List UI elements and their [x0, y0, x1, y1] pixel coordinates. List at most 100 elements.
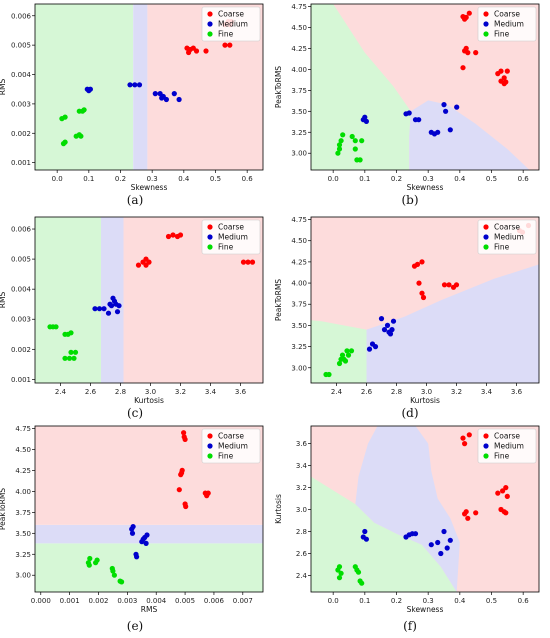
point-coarse	[466, 10, 472, 16]
legend-marker-coarse	[207, 224, 213, 230]
legend-label-medium: Medium	[494, 20, 524, 29]
decision-regions	[35, 4, 263, 170]
point-medium	[438, 550, 444, 557]
point-fine	[62, 355, 68, 361]
point-medium	[362, 528, 368, 535]
x-tick-label: 0.4	[178, 175, 190, 183]
point-medium	[87, 86, 93, 92]
legend-marker-medium	[207, 234, 213, 240]
region-fine	[35, 217, 101, 383]
point-coarse	[504, 493, 510, 499]
axes-frame	[310, 3, 540, 171]
x-tick-label: 0.0	[328, 175, 339, 183]
point-coarse	[501, 75, 507, 81]
point-medium	[129, 530, 136, 536]
legend-label-coarse: Coarse	[494, 10, 520, 19]
x-tick-label: 0.5	[210, 175, 221, 183]
point-medium	[101, 306, 107, 312]
y-tick-label: 0.004	[11, 71, 32, 79]
scatter-points	[85, 430, 211, 585]
x-tick-label: 2.8	[391, 388, 402, 396]
point-coarse	[193, 48, 200, 54]
x-axis-label: Kurtosis	[410, 396, 440, 405]
point-medium	[163, 96, 169, 103]
x-tick-label: 0.4	[454, 175, 466, 183]
point-medium	[92, 306, 98, 312]
point-coarse	[165, 233, 172, 240]
y-tick-label: 4.00	[15, 488, 31, 496]
point-fine	[339, 352, 346, 358]
point-medium	[447, 537, 453, 543]
point-fine	[335, 150, 341, 156]
point-medium	[412, 531, 419, 537]
point-fine	[62, 114, 68, 120]
point-coarse	[203, 48, 209, 54]
point-medium	[114, 309, 121, 315]
axes-frame	[310, 425, 540, 593]
y-tick-label: 0.006	[11, 12, 32, 20]
x-tick-label: 3.6	[511, 388, 523, 396]
point-fine	[68, 349, 74, 355]
scatter-points	[335, 10, 510, 163]
point-fine	[86, 562, 92, 568]
x-tick-label: 3.4	[481, 388, 493, 396]
point-fine	[336, 360, 343, 367]
y-tick-label: 0.001	[11, 376, 31, 384]
point-coarse	[186, 49, 192, 56]
region-coarse	[147, 4, 263, 170]
point-medium	[176, 96, 182, 103]
region-fine	[311, 4, 411, 170]
point-medium	[441, 102, 447, 108]
x-tick-label: 0.1	[359, 597, 370, 605]
x-axis-label: Skewness	[407, 183, 444, 192]
y-tick-label: 3.50	[291, 108, 307, 116]
y-tick-label: 0.005	[11, 256, 31, 264]
panel-caption: (e)	[127, 619, 143, 633]
panel-caption: (f)	[403, 619, 417, 633]
legend-label-fine: Fine	[218, 30, 234, 39]
point-fine	[340, 132, 346, 138]
x-tick-label: 0.2	[115, 175, 126, 183]
x-tick-label: 3.2	[175, 388, 186, 396]
y-axis-label: RMS	[0, 79, 7, 96]
legend-box	[477, 219, 537, 255]
x-tick-label: 0.0	[52, 175, 63, 183]
legend-marker-coarse	[483, 433, 489, 439]
y-tick-label: 4.50	[15, 446, 31, 454]
point-medium	[159, 95, 165, 101]
point-fine	[342, 358, 349, 364]
point-fine	[352, 146, 358, 152]
point-coarse	[143, 262, 149, 268]
x-tick-label: 2.4	[331, 388, 343, 396]
point-fine	[336, 142, 343, 148]
panel-3: 2.4 2.6 2.8 3.0 3.2 3.4 3.6 0.001 0.002 0.003 0.00…	[0, 216, 264, 420]
point-coarse	[227, 42, 233, 48]
legend-label-fine: Fine	[494, 30, 510, 39]
point-fine	[345, 352, 352, 358]
point-coarse	[419, 290, 425, 296]
legend-label-fine: Fine	[218, 452, 234, 461]
x-tick-label: 3.2	[451, 388, 462, 396]
point-coarse	[498, 68, 504, 74]
x-tick-label: 3.0	[145, 388, 156, 396]
point-fine	[338, 570, 344, 576]
axes-frame	[310, 216, 540, 384]
x-tick-label: 0.3	[423, 597, 434, 605]
point-medium	[372, 344, 379, 350]
legend-label-fine: Fine	[494, 243, 510, 252]
point-fine	[53, 324, 59, 330]
x-axis-label: Skewness	[407, 605, 444, 614]
y-tick-label: 4.75	[15, 425, 31, 433]
point-medium	[130, 524, 136, 530]
point-coarse	[176, 487, 182, 493]
scatter-points	[47, 232, 256, 361]
point-fine	[357, 157, 363, 163]
y-tick-label: 3.75	[291, 87, 307, 95]
point-coarse	[498, 78, 504, 84]
y-tick-label: 3.00	[291, 150, 307, 158]
decision-regions	[311, 4, 539, 170]
panel-caption: (c)	[127, 406, 143, 420]
